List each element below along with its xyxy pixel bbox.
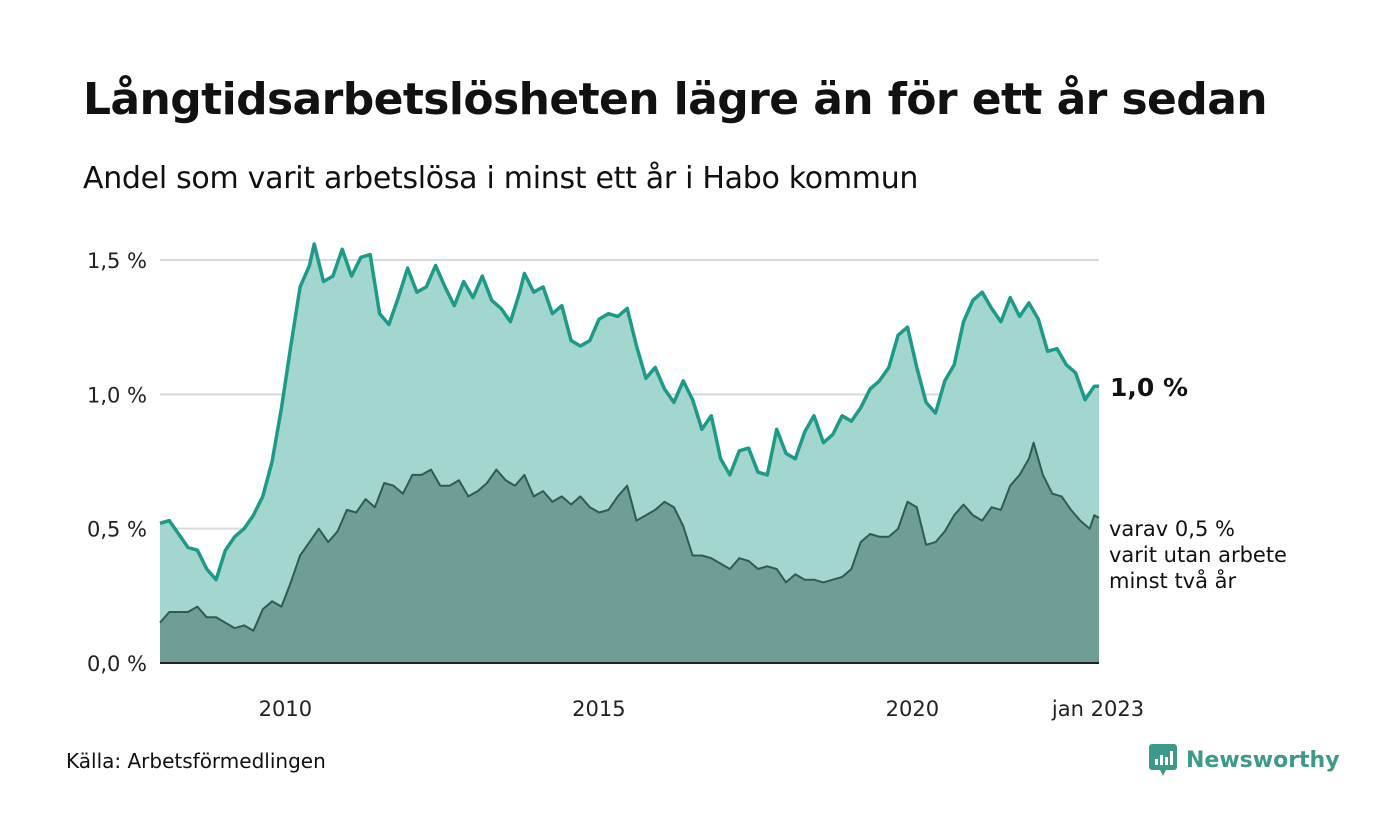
note-line-3: minst två år — [1109, 568, 1237, 593]
x-axis-ticks: 2010 2015 2020 jan 2023 — [259, 697, 1144, 721]
y-axis-ticks: 0,0 % 0,5 % 1,0 % 1,5 % — [87, 249, 147, 676]
y-tick-label: 0,5 % — [87, 518, 147, 542]
x-tick-label: jan 2023 — [1051, 697, 1144, 721]
newsworthy-logo-icon — [1149, 744, 1177, 776]
brand-name: Newsworthy — [1186, 747, 1340, 773]
long-term-series-line — [159, 441, 1100, 632]
total-series-line — [159, 242, 1099, 582]
x-tick-label: 2010 — [259, 697, 312, 721]
brand-logo: Newsworthy — [1149, 744, 1340, 776]
note-line-1: varav 0,5 % — [1109, 517, 1235, 541]
y-tick-label: 1,0 % — [87, 383, 147, 407]
x-tick-label: 2015 — [572, 697, 625, 721]
chart-subtitle: Andel som varit arbetslösa i minst ett å… — [83, 161, 919, 196]
x-tick-label: 2020 — [886, 697, 939, 721]
chart-title: Långtidsarbetslösheten lägre än för ett … — [83, 74, 1268, 125]
end-value-label: 1,0 % — [1110, 373, 1188, 402]
source-note: Källa: Arbetsförmedlingen — [66, 749, 326, 773]
y-tick-label: 0,0 % — [87, 652, 147, 676]
long-term-area — [160, 442, 1099, 663]
y-tick-label: 1,5 % — [87, 249, 147, 273]
note-line-2: varit utan arbete — [1109, 543, 1287, 567]
